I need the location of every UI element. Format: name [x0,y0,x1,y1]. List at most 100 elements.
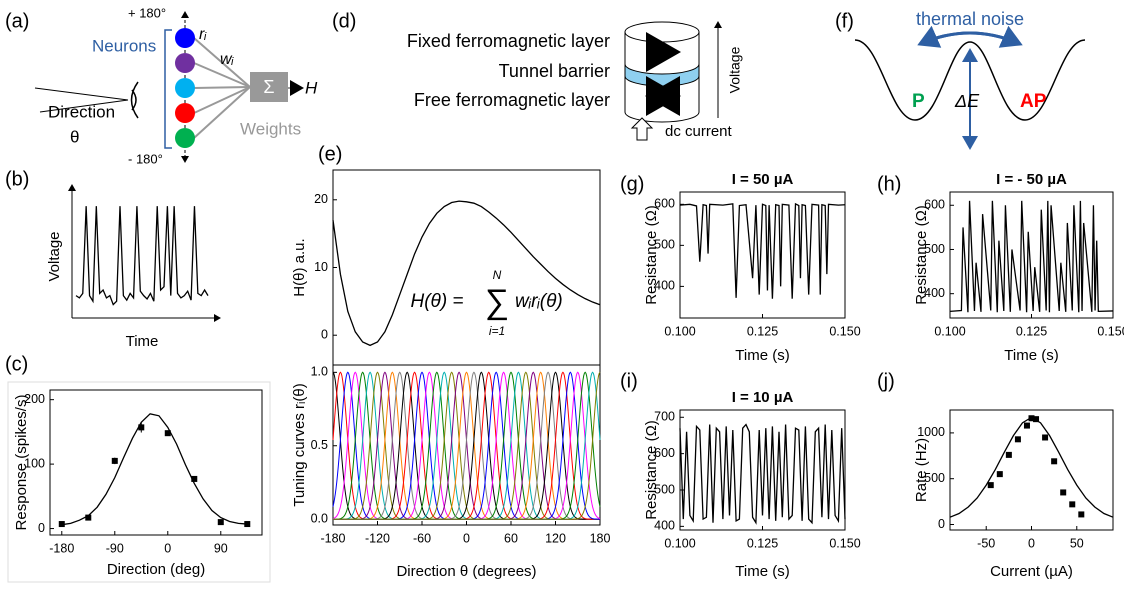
y-tick-label: 600 [924,198,945,212]
neurons-label: Neurons [92,36,156,55]
y-axis-label: Response (spikes/s) [13,395,30,531]
x-tick-label: 0.100 [664,324,695,338]
data-line [75,206,209,306]
panel-label: (c) [5,353,28,375]
y-tick-label: 200 [24,392,45,406]
ap-label: AP [1020,91,1047,112]
x-axis-label: Time (s) [735,347,789,364]
x-tick-label: 0.125 [747,324,778,338]
x-axis-label: Current (µA) [990,563,1073,580]
data-point [1078,511,1085,518]
y-tick-label: 500 [654,482,675,496]
x-axis-label: Time [126,333,159,350]
diagram-d: (d) Fixed ferromagnetic layer Tunnel bar… [332,10,743,141]
data-point [1060,489,1067,496]
data-point [1069,501,1076,508]
diagram-f: (f) thermal noise P ΔE AP [835,9,1086,150]
layer-label: Fixed ferromagnetic layer [407,31,610,51]
chart-title: I = - 50 µA [996,171,1067,188]
y-axis-label: Resistance (Ω) [913,205,930,305]
x-axis-label: Direction (deg) [107,561,205,578]
panel-label: (e) [318,143,342,165]
y-axis-label: Voltage [46,231,63,281]
x-tick-label: -60 [413,531,431,545]
cylinder-top [624,21,700,43]
bracket [164,29,172,149]
tuning-curve [333,371,600,520]
layer-label: Free ferromagnetic layer [414,90,610,110]
formula: wᵢrᵢ(θ) [515,291,563,312]
range-top: + 180° [128,5,166,20]
y-tick-label: 1.0 [311,365,328,379]
x-tick-label: -180 [49,541,74,555]
y-axis-label: Resistance (Ω) [643,205,660,305]
neuron [175,53,195,73]
data-point [138,424,145,431]
x-tick-label: 60 [504,531,518,545]
x-tick-label: 0 [164,541,171,555]
y-tick-label: 10 [314,260,328,274]
plot-frame [949,409,1114,531]
panel-label: (j) [877,370,895,392]
data-point [987,482,994,489]
y-tick-label: 0.5 [311,438,328,452]
weights [193,37,251,139]
plot-frame [49,389,263,536]
data-line [949,200,1114,313]
chart-title: I = 50 µA [732,171,794,188]
data-point [164,430,171,437]
x-tick-label: 50 [1070,536,1084,550]
y-axis-label: Resistance (Ω) [643,420,660,520]
weights-label: Weights [240,119,301,138]
x-tick-label: 0.125 [1016,324,1047,338]
panel-label: (g) [620,173,644,195]
output-label: H [305,78,318,97]
data-point [1028,415,1035,422]
x-axis-label: Time (s) [735,563,789,580]
noise-label: thermal noise [916,9,1024,29]
direction-label: Direction [48,102,115,121]
x-axis-label: Direction θ (degrees) [396,563,536,580]
data-point [111,457,118,464]
x-tick-label: 90 [214,541,228,555]
y-tick-label: 700 [654,410,675,424]
noise-arrow [917,25,1021,48]
x-tick-label: 180 [590,531,611,545]
data-point [1014,436,1021,443]
y-axis-label: Rate (Hz) [913,438,930,502]
x-tick-label: 0.150 [1097,324,1124,338]
y-axis-label: H(θ) a.u. [291,238,308,296]
data-point [58,521,65,528]
data-line [332,200,601,347]
neuron [175,78,195,98]
panel-frame [7,381,271,583]
data-line [679,423,846,525]
neuron [175,28,195,48]
eye [130,81,139,119]
data-line [679,202,846,299]
tuning-curve [333,372,601,520]
data-point [1023,422,1030,429]
x-tick-label: 0.100 [664,536,695,550]
chart-title: I = 10 µA [732,389,794,406]
y-tick-label: 500 [654,238,675,252]
formula: H(θ) = [410,291,463,312]
y-tick-label: 100 [24,456,45,470]
sum-box [250,72,288,102]
x-axis-label: Time (s) [1004,347,1058,364]
y-tick-label: 0 [938,517,945,531]
x-tick-label: -180 [320,531,345,545]
data-point [1042,434,1049,441]
neuron [175,128,195,148]
fit-line [61,413,248,526]
theta-label: θ [70,127,79,146]
y-tick-label: 1000 [917,425,945,439]
current-arrow [630,117,654,141]
diagram-a: (a) + 180° - 180° Neurons rᵢ wᵢ Σ H Weig… [5,5,318,166]
data-point [1005,451,1012,458]
data-point [85,514,92,521]
x-tick-label: -50 [977,536,995,550]
y-tick-label: 500 [924,471,945,485]
y-tick-label: 20 [314,192,328,206]
